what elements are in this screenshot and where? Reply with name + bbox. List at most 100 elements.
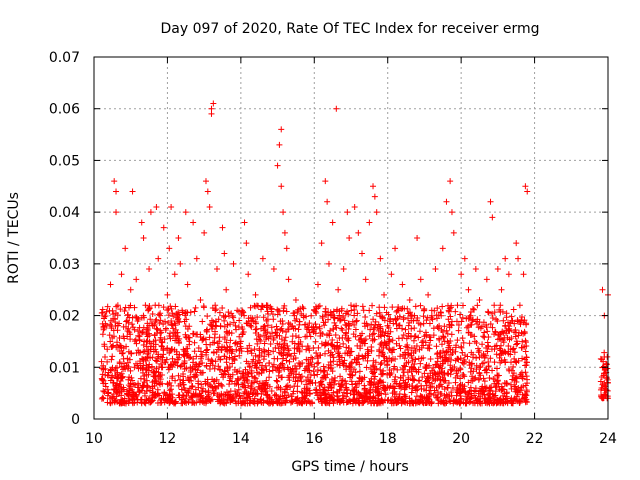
- data-point: [409, 313, 416, 320]
- data-point: [336, 317, 343, 324]
- data-point: [157, 400, 164, 407]
- data-point: [274, 395, 281, 402]
- data-point: [415, 334, 422, 341]
- data-point: [175, 372, 182, 379]
- data-point: [467, 384, 474, 391]
- data-point: [476, 297, 483, 304]
- data-point: [241, 312, 248, 319]
- data-point: [269, 363, 276, 370]
- data-point: [385, 311, 392, 318]
- data-point: [162, 318, 169, 325]
- data-point: [475, 349, 482, 356]
- data-point: [107, 321, 114, 328]
- data-point: [494, 372, 501, 379]
- data-point: [107, 395, 114, 402]
- data-point: [243, 390, 250, 397]
- data-point: [427, 390, 434, 397]
- data-point: [330, 354, 337, 361]
- data-point: [144, 353, 151, 360]
- data-point: [350, 397, 357, 404]
- data-point: [117, 306, 124, 313]
- data-point: [113, 344, 120, 351]
- y-tick-label: 0.05: [49, 153, 80, 169]
- data-point: [152, 377, 159, 384]
- data-point: [366, 378, 373, 385]
- data-point: [489, 367, 496, 374]
- data-point: [115, 389, 122, 396]
- data-point: [386, 346, 393, 353]
- data-point: [399, 396, 406, 403]
- data-point: [166, 387, 173, 394]
- data-point: [209, 339, 216, 346]
- data-point: [446, 321, 453, 328]
- data-point: [216, 309, 223, 316]
- data-point: [340, 360, 347, 367]
- data-point: [515, 332, 522, 339]
- data-point: [329, 219, 336, 226]
- data-point: [296, 375, 303, 382]
- data-point: [321, 388, 328, 395]
- data-point: [172, 337, 179, 344]
- data-point: [150, 348, 157, 355]
- data-point: [109, 399, 116, 406]
- data-point: [314, 360, 321, 367]
- data-point: [202, 378, 209, 385]
- data-point: [433, 351, 440, 358]
- data-point: [212, 384, 219, 391]
- data-point: [325, 260, 332, 267]
- data-point: [499, 336, 506, 343]
- data-point: [523, 362, 530, 369]
- data-point: [228, 310, 235, 317]
- data-point: [333, 324, 340, 331]
- y-axis-label: ROTI / TECUs: [6, 192, 22, 284]
- data-point: [197, 355, 204, 362]
- data-point: [401, 349, 408, 356]
- data-point: [340, 399, 347, 406]
- data-point: [171, 271, 178, 278]
- data-point: [500, 317, 507, 324]
- data-point: [117, 378, 124, 385]
- data-point: [133, 276, 140, 283]
- data-point: [302, 365, 309, 372]
- data-point: [402, 393, 409, 400]
- data-point: [445, 379, 452, 386]
- data-point: [344, 349, 351, 356]
- data-point: [264, 398, 271, 405]
- data-point: [390, 365, 397, 372]
- data-point: [439, 374, 446, 381]
- data-point: [504, 334, 511, 341]
- data-point: [236, 317, 243, 324]
- data-point: [227, 388, 234, 395]
- data-point: [134, 396, 141, 403]
- data-point: [377, 361, 384, 368]
- data-point: [253, 302, 260, 309]
- data-point: [132, 336, 139, 343]
- data-point: [252, 375, 259, 382]
- data-point: [523, 354, 530, 361]
- data-point: [445, 370, 452, 377]
- data-point: [482, 385, 489, 392]
- data-point: [351, 312, 358, 319]
- data-point: [468, 349, 475, 356]
- data-point: [161, 390, 168, 397]
- data-point: [515, 255, 522, 262]
- data-point: [260, 314, 267, 321]
- data-point: [289, 322, 296, 329]
- data-point: [252, 352, 259, 359]
- data-point: [404, 381, 411, 388]
- data-point: [493, 351, 500, 358]
- data-point: [266, 374, 273, 381]
- data-point: [182, 310, 189, 317]
- data-point: [224, 397, 231, 404]
- data-point: [314, 389, 321, 396]
- data-point: [434, 324, 441, 331]
- data-point: [291, 345, 298, 352]
- y-tick-label: 0.01: [49, 360, 80, 376]
- data-point: [213, 266, 220, 273]
- data-point: [232, 322, 239, 329]
- data-point: [184, 351, 191, 358]
- data-point: [366, 333, 373, 340]
- data-point: [157, 327, 164, 334]
- data-point: [274, 326, 281, 333]
- data-point: [441, 386, 448, 393]
